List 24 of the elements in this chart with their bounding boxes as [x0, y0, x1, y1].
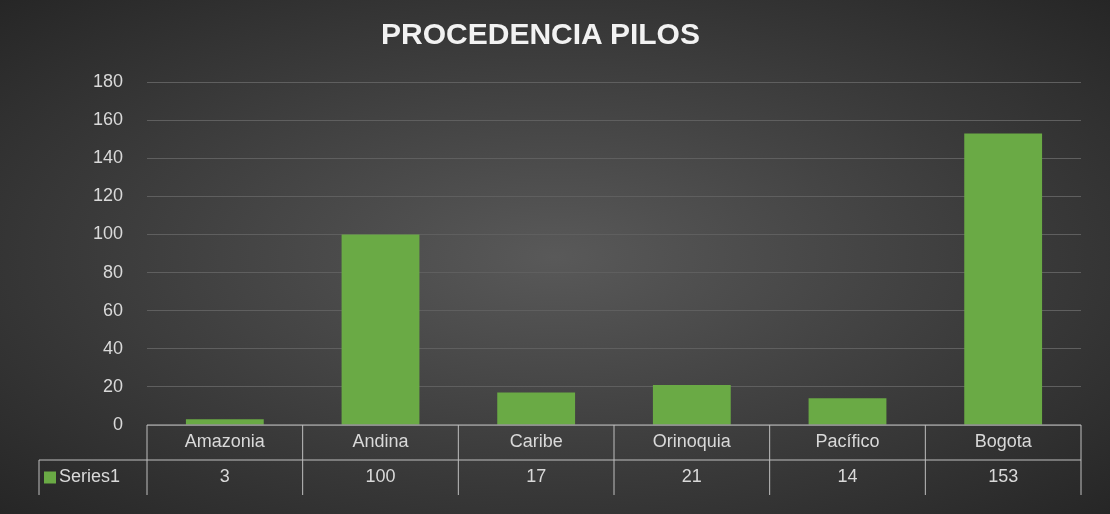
- y-tick-label: 140: [92, 147, 123, 168]
- data-label: 14: [837, 466, 858, 487]
- y-tick-label: 100: [92, 223, 123, 244]
- x-tick-label: Orinoquia: [652, 431, 732, 452]
- data-label: 3: [219, 466, 230, 487]
- data-label: 100: [365, 466, 396, 487]
- y-tick-label: 0: [112, 413, 123, 434]
- y-tick-label: 180: [92, 70, 123, 91]
- x-tick-label: Andina: [352, 431, 410, 452]
- legend-label: Series1: [59, 466, 121, 487]
- data-label: 153: [988, 466, 1019, 487]
- y-tick-label: 80: [102, 261, 123, 282]
- y-tick-label: 120: [92, 185, 123, 206]
- y-tick-label: 20: [102, 375, 123, 396]
- x-tick-label: Pacífico: [815, 431, 880, 452]
- chart-title: PROCEDENCIA PILOS: [381, 17, 700, 51]
- data-label: 21: [681, 466, 702, 487]
- x-tick-label: Caribe: [509, 431, 563, 452]
- x-tick-label: Bogota: [974, 431, 1033, 452]
- data-label: 17: [526, 466, 547, 487]
- y-tick-label: 60: [102, 299, 123, 320]
- x-tick-label: Amazonia: [184, 431, 266, 452]
- y-tick-label: 160: [92, 109, 123, 130]
- y-tick-label: 40: [102, 337, 123, 358]
